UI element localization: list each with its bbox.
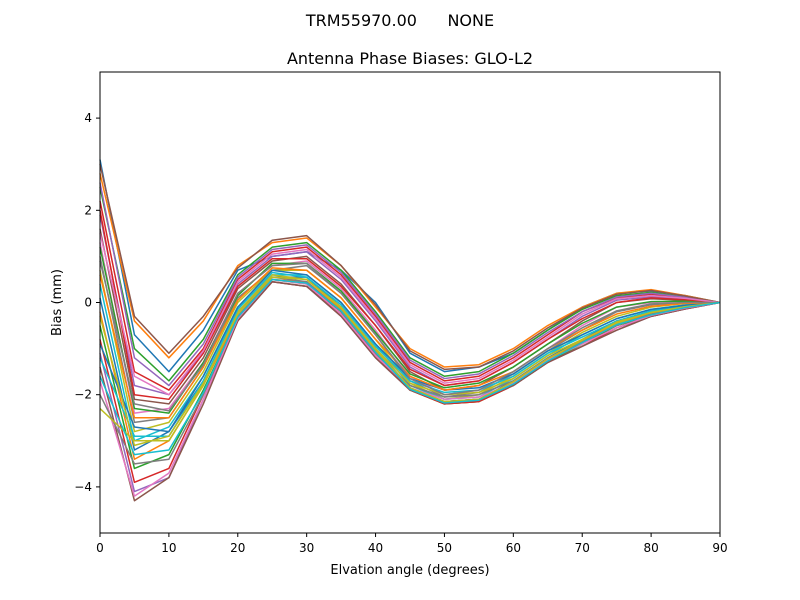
series-line-s26 xyxy=(99,164,721,371)
series-line-s19 xyxy=(99,274,721,442)
series-line-s23 xyxy=(99,247,721,414)
x-tick-label: 20 xyxy=(230,541,245,555)
y-axis-label: Bias (mm) xyxy=(50,269,65,336)
x-axis-ticks: 0 10 20 30 40 50 60 70 80 90 xyxy=(96,533,728,555)
series-line-s29 xyxy=(99,276,721,447)
y-axis-ticks: −4 −2 0 2 4 xyxy=(74,111,100,494)
series-line-s24 xyxy=(99,210,721,401)
y-tick-label: 4 xyxy=(84,111,92,125)
x-tick-label: 30 xyxy=(299,541,314,555)
series-layer xyxy=(99,159,721,502)
series-line-s16 xyxy=(99,281,721,502)
x-tick-label: 10 xyxy=(161,541,176,555)
x-tick-label: 0 xyxy=(96,541,104,555)
y-tick-label: 2 xyxy=(84,203,92,217)
series-line-s25 xyxy=(99,182,721,387)
series-line-s04 xyxy=(99,200,721,391)
x-tick-label: 70 xyxy=(575,541,590,555)
series-line-s20 xyxy=(99,271,721,437)
series-line-s27 xyxy=(99,233,721,396)
chart-title: Antenna Phase Biases: GLO-L2 xyxy=(287,49,533,68)
series-line-s03 xyxy=(99,187,721,382)
x-tick-label: 60 xyxy=(506,541,521,555)
series-line-s02 xyxy=(99,173,721,368)
plot-area xyxy=(100,72,720,533)
x-tick-label: 80 xyxy=(643,541,658,555)
y-tick-label: −4 xyxy=(74,480,92,494)
series-line-s30 xyxy=(99,278,721,456)
x-tick-label: 40 xyxy=(368,541,383,555)
y-tick-label: −2 xyxy=(74,388,92,402)
x-axis-label: Elvation angle (degrees) xyxy=(330,563,489,578)
series-line-s28 xyxy=(99,260,720,412)
x-tick-label: 50 xyxy=(437,541,452,555)
y-tick-label: 0 xyxy=(84,296,92,310)
chart-suptitle: TRM55970.00 NONE xyxy=(305,11,494,30)
x-tick-label: 90 xyxy=(712,541,727,555)
series-line-s18 xyxy=(99,276,721,465)
series-line-s22 xyxy=(99,267,721,419)
